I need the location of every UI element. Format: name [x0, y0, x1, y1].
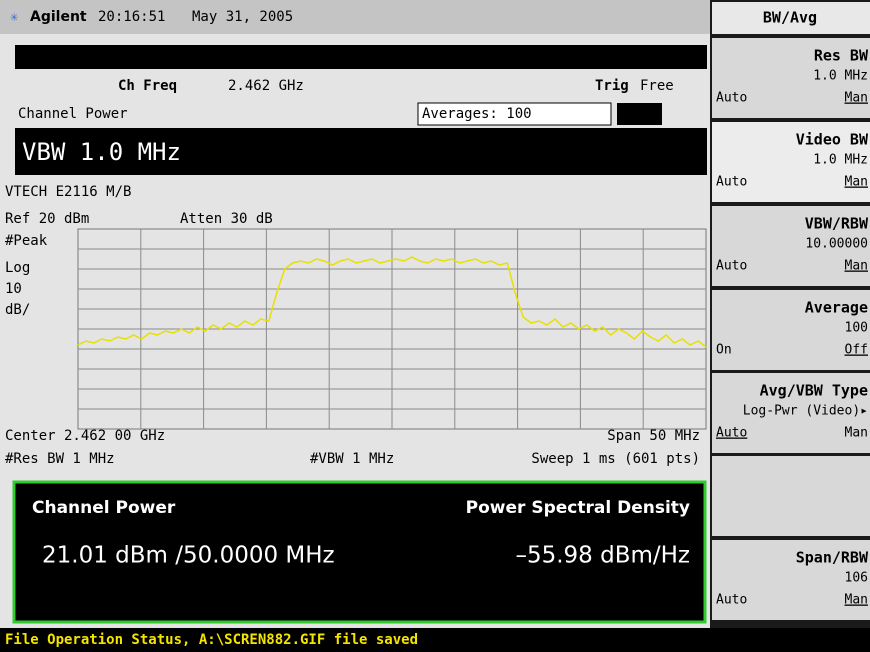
ch-freq-label: Ch Freq — [118, 78, 177, 94]
message-bar — [15, 45, 707, 69]
softkey-label: VBW/RBW — [805, 215, 869, 233]
softkey[interactable] — [712, 206, 870, 286]
span: Span 50 MHz — [607, 428, 700, 444]
softkey-option: On — [716, 343, 732, 358]
softkey-option: Man — [845, 426, 868, 441]
softkey-label: Average — [805, 299, 868, 317]
softkey-value: Log-Pwr (Video)▸ — [743, 404, 868, 419]
psd-label: Power Spectral Density — [466, 498, 690, 518]
attenuation: Atten 30 dB — [180, 211, 273, 227]
softkey[interactable] — [712, 373, 870, 453]
active-function: VBW 1.0 MHz — [22, 138, 181, 166]
indicator-box — [617, 103, 662, 125]
trig-label: Trig — [595, 78, 629, 94]
center-freq: Center 2.462 00 GHz — [5, 428, 165, 444]
softkey-value: 1.0 MHz — [813, 69, 868, 84]
scale-value: 10 — [5, 281, 22, 297]
softkey-label: Res BW — [814, 47, 869, 65]
results-box — [12, 480, 707, 624]
menu-title-box — [712, 2, 870, 34]
status-bar — [0, 628, 870, 652]
softkey[interactable] — [712, 38, 870, 118]
softkey-option: Man — [845, 593, 868, 608]
date: May 31, 2005 — [192, 9, 293, 25]
softkey-value: 106 — [845, 571, 868, 586]
res-bw: #Res BW 1 MHz — [5, 451, 115, 467]
softkey-value: 10.00000 — [805, 237, 868, 252]
screen-title: VTECH E2116 M/B — [5, 184, 131, 200]
softkey[interactable] — [712, 290, 870, 370]
softkey-blank[interactable] — [712, 456, 870, 536]
softkey-option: Auto — [716, 593, 747, 608]
sweep: Sweep 1 ms (601 pts) — [531, 451, 700, 467]
active-function-bar — [15, 128, 707, 175]
scale-type: Log — [5, 260, 30, 276]
softkey[interactable] — [712, 122, 870, 202]
menu-title: BW/Avg — [763, 9, 817, 27]
softkey-option: Auto — [716, 259, 747, 274]
logo: ✳ — [10, 9, 19, 25]
trig: Free — [640, 78, 674, 94]
softkey-option: Man — [845, 259, 868, 274]
ch-freq: 2.462 GHz — [228, 78, 304, 94]
scale-unit: dB/ — [5, 302, 30, 318]
softkey-label: Span/RBW — [796, 549, 869, 567]
averages: Averages: 100 — [422, 106, 532, 122]
softkey-value: 100 — [845, 321, 868, 336]
detector: #Peak — [5, 233, 48, 249]
ref-level: Ref 20 dBm — [5, 211, 89, 227]
brand: Agilent — [30, 9, 87, 25]
channel-power: 21.01 dBm /50.0000 MHz — [42, 543, 335, 569]
status-message: File Operation Status, A:\SCREN882.GIF f… — [5, 632, 418, 648]
softkey-option: Auto — [716, 175, 747, 190]
trace — [77, 256, 707, 348]
graticule — [77, 228, 707, 430]
softkey-label: Avg/VBW Type — [760, 382, 868, 400]
softkey[interactable] — [712, 540, 870, 620]
averages-box — [417, 102, 612, 126]
softkeys: Res BW 1.0 MHz Auto Man Video BW 1.0 MHz Auto M… — [712, 38, 870, 620]
softkey-label: Video BW — [796, 131, 869, 149]
softkey-option: Man — [845, 175, 868, 190]
softkey-value: 1.0 MHz — [813, 153, 868, 168]
vbw: #VBW 1 MHz — [310, 451, 394, 467]
softkey-option: Off — [845, 343, 868, 358]
time: 20:16:51 — [98, 9, 165, 25]
header-bar — [0, 0, 710, 34]
channel-power-label: Channel Power — [32, 498, 176, 518]
softkey-option: Man — [845, 91, 868, 106]
psd: –55.98 dBm/Hz — [515, 543, 690, 569]
softkey-option: Auto — [716, 91, 747, 106]
mode: Channel Power — [18, 106, 128, 122]
softkey-option: Auto — [716, 426, 747, 441]
